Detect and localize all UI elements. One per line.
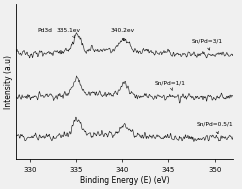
Y-axis label: Intensity (a.u): Intensity (a.u) <box>4 55 13 109</box>
Text: Sn/Pd=3/1: Sn/Pd=3/1 <box>191 38 223 50</box>
Text: 340.2ev: 340.2ev <box>110 28 134 41</box>
X-axis label: Binding Energy (E) (eV): Binding Energy (E) (eV) <box>80 176 169 185</box>
Text: Sn/Pd=1/1: Sn/Pd=1/1 <box>155 80 185 91</box>
Text: Sn/Pd=0.5/1: Sn/Pd=0.5/1 <box>196 122 233 134</box>
Text: Pd3d: Pd3d <box>37 28 52 33</box>
Text: 335.1ev: 335.1ev <box>57 28 81 38</box>
